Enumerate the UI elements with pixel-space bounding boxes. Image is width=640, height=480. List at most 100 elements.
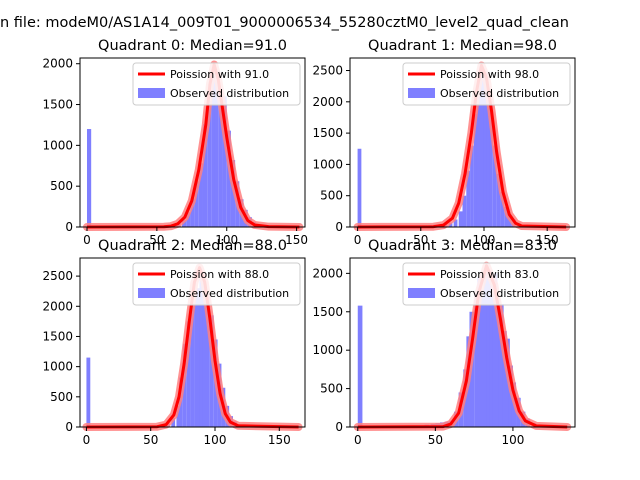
hist-bar <box>86 357 91 427</box>
y-tick-label: 1000 <box>42 360 73 374</box>
x-tick-label: 50 <box>143 433 158 447</box>
axes-frame <box>349 57 576 228</box>
hist-bar <box>470 145 474 227</box>
x-tick-label: 150 <box>285 233 308 247</box>
hist-bar <box>176 405 181 428</box>
hist-bar <box>198 163 203 227</box>
legend-swatch-observed <box>408 288 435 298</box>
hist-bar <box>171 417 176 427</box>
y-tick-label: 1000 <box>312 157 343 171</box>
legend-label-observed: Observed distribution <box>440 87 559 100</box>
legend-label-poisson: Poission with 91.0 <box>170 68 269 81</box>
hist-bar <box>209 315 214 427</box>
y-tick-label: 0 <box>335 420 343 434</box>
hist-bar <box>194 181 199 227</box>
y-tick-label: 2500 <box>42 269 73 283</box>
x-tick-label: 150 <box>268 433 291 447</box>
hist-bar <box>230 160 236 227</box>
hist-bar <box>226 130 231 227</box>
x-tick-label: 100 <box>473 233 496 247</box>
legend-label-poisson: Poission with 88.0 <box>170 268 269 281</box>
legend-swatch-observed <box>138 288 165 298</box>
hist-bar <box>458 211 463 227</box>
hist-bar <box>496 173 501 227</box>
hist-bar <box>477 277 482 427</box>
legend-label-poisson: Poission with 98.0 <box>440 68 539 81</box>
y-tick-label: 1000 <box>42 138 73 152</box>
subplot-title: Quadrant 2: Median=88.0 <box>98 238 287 254</box>
legend-box <box>132 262 301 306</box>
y-tick-label: 2000 <box>42 299 73 313</box>
legend-label-observed: Observed distribution <box>440 287 559 300</box>
hist-bar <box>206 294 210 427</box>
hist-bar <box>357 148 362 227</box>
y-tick-label: 2000 <box>312 266 343 280</box>
legend-label-poisson: Poission with 83.0 <box>440 268 539 281</box>
y-tick-label: 500 <box>320 189 343 203</box>
hist-bar <box>486 89 491 227</box>
hist-bar <box>190 303 195 427</box>
x-tick-label: 0 <box>354 433 362 447</box>
hist-bar <box>202 124 208 227</box>
legend-label-observed: Observed distribution <box>170 87 289 100</box>
hist-bar <box>197 288 201 427</box>
x-tick-label: 0 <box>83 433 91 447</box>
hist-bar <box>214 80 219 227</box>
hist-bar <box>186 321 191 428</box>
legend-swatch-observed <box>408 88 435 98</box>
x-tick-label: 0 <box>354 233 362 247</box>
hist-bar <box>489 104 493 227</box>
hist-bar <box>504 206 508 227</box>
hist-bar <box>448 222 453 227</box>
hist-bar <box>207 100 212 227</box>
legend-box <box>132 62 301 106</box>
x-tick-label: 100 <box>501 433 524 447</box>
y-tick-label: 1000 <box>312 343 343 357</box>
x-tick-label: 0 <box>83 233 91 247</box>
subplot-title: Quadrant 3: Median=83.0 <box>368 238 557 254</box>
hist-bar <box>492 145 497 227</box>
hist-bar <box>473 114 478 227</box>
subplot-title: Quadrant 0: Median=91.0 <box>98 38 287 54</box>
x-tick-label: 100 <box>215 233 238 247</box>
hist-bar <box>86 129 92 227</box>
x-tick-label: 50 <box>428 433 443 447</box>
hist-bar <box>202 285 206 427</box>
hist-bar <box>498 304 504 427</box>
x-tick-label: 150 <box>536 233 559 247</box>
x-tick-label: 50 <box>413 233 428 247</box>
legend-label-observed: Observed distribution <box>170 287 289 300</box>
hist-bar <box>495 309 501 427</box>
hist-bar <box>194 294 199 427</box>
hist-bar <box>199 273 204 427</box>
figure-suptitle: n file: modeM0/AS1A14_009T01_9000006534_… <box>0 15 569 31</box>
hist-bar <box>466 170 471 227</box>
x-tick-label: 50 <box>149 233 164 247</box>
hist-bar <box>218 88 223 228</box>
legend-swatch-observed <box>138 88 165 98</box>
hist-bar <box>190 198 195 227</box>
y-tick-label: 0 <box>65 420 73 434</box>
y-tick-label: 1500 <box>312 305 343 319</box>
hist-bar <box>481 76 486 227</box>
hist-bar <box>483 73 488 228</box>
y-tick-label: 2500 <box>312 64 343 78</box>
axes-frame <box>79 57 306 228</box>
y-tick-label: 1500 <box>312 126 343 140</box>
y-tick-label: 500 <box>50 390 73 404</box>
subplot-title: Quadrant 1: Median=98.0 <box>368 38 557 54</box>
hist-bar <box>489 284 495 427</box>
y-tick-label: 1500 <box>42 98 73 112</box>
hist-bar <box>453 219 458 227</box>
legend-box <box>402 262 571 306</box>
hist-bar <box>478 70 483 228</box>
hist-bar <box>483 273 489 427</box>
hist-bar <box>357 305 363 427</box>
hist-bar <box>186 212 191 227</box>
axes-frame <box>349 257 576 428</box>
y-tick-label: 500 <box>50 179 73 193</box>
